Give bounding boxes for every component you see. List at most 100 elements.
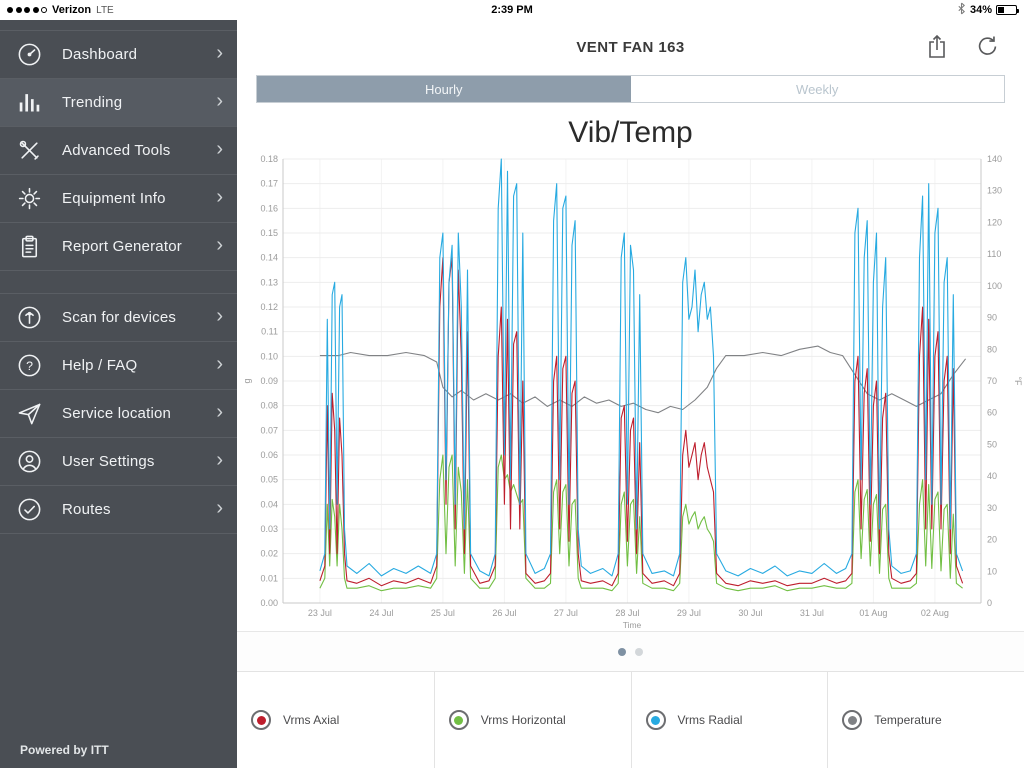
tools-icon xyxy=(16,137,46,164)
carrier-label: Verizon xyxy=(52,4,92,16)
sidebar-item-help-faq[interactable]: ? Help / FAQ › xyxy=(0,342,237,390)
svg-text:0.13: 0.13 xyxy=(260,277,278,287)
svg-text:110: 110 xyxy=(987,249,1001,259)
sidebar-item-routes[interactable]: Routes › xyxy=(0,486,237,534)
svg-text:0.10: 0.10 xyxy=(260,351,278,361)
svg-text:0.17: 0.17 xyxy=(260,179,278,189)
svg-text:10: 10 xyxy=(987,566,997,576)
sidebar-item-advanced-tools[interactable]: Advanced Tools › xyxy=(0,127,237,175)
sidebar-group-gap xyxy=(0,271,237,293)
svg-text:0.14: 0.14 xyxy=(260,253,278,263)
legend-label: Vrms Horizontal xyxy=(480,713,566,727)
svg-text:0: 0 xyxy=(987,598,992,608)
sidebar-item-label: Routes xyxy=(62,501,111,518)
svg-text:24 Jul: 24 Jul xyxy=(369,608,393,618)
gauge-icon xyxy=(16,41,46,68)
chart: 0.00 0.01 0.02 0.03 0.04 0.05 0.06 0.07 0.08 0.09… xyxy=(237,151,1024,631)
sidebar-item-report-generator[interactable]: Report Generator › xyxy=(0,223,237,271)
user-icon xyxy=(16,448,46,475)
sidebar-item-label: Report Generator xyxy=(62,238,182,255)
legend-item-vrms-horizontal[interactable]: Vrms Horizontal xyxy=(433,672,631,768)
refresh-button[interactable] xyxy=(975,33,1000,63)
svg-text:0.01: 0.01 xyxy=(260,573,278,583)
svg-text:20: 20 xyxy=(987,535,997,545)
svg-text:0.02: 0.02 xyxy=(260,549,278,559)
svg-text:26 Jul: 26 Jul xyxy=(492,608,516,618)
legend-item-vrms-axial[interactable]: Vrms Axial xyxy=(237,672,434,768)
main-content: VENT FAN 163 Hourly Weekly Vib/Temp 0.00… xyxy=(237,20,1024,768)
svg-text:80: 80 xyxy=(987,344,997,354)
status-bar: Verizon LTE 2:39 PM 34% xyxy=(0,0,1024,20)
chevron-right-icon: › xyxy=(216,186,223,208)
sidebar-item-service-location[interactable]: Service location › xyxy=(0,390,237,438)
sidebar-item-equipment-info[interactable]: Equipment Info › xyxy=(0,175,237,223)
svg-text:30 Jul: 30 Jul xyxy=(738,608,762,618)
svg-text:0.11: 0.11 xyxy=(261,327,278,337)
temperature-series-icon xyxy=(842,710,863,730)
sidebar-group-secondary: Scan for devices ›? Help / FAQ › Service loc… xyxy=(0,293,237,534)
tab-hourly[interactable]: Hourly xyxy=(257,76,631,102)
sidebar-item-scan-for-devices[interactable]: Scan for devices › xyxy=(0,294,237,342)
question-icon: ? xyxy=(16,352,46,379)
svg-text:25 Jul: 25 Jul xyxy=(431,608,455,618)
page-dot-2[interactable] xyxy=(635,647,643,656)
tab-weekly[interactable]: Weekly xyxy=(630,76,1004,102)
chevron-right-icon: › xyxy=(216,353,223,375)
bar-chart-icon xyxy=(16,89,46,116)
svg-text:01 Aug: 01 Aug xyxy=(859,608,887,618)
svg-text:130: 130 xyxy=(987,186,1002,196)
svg-text:g: g xyxy=(242,378,252,383)
legend-item-temperature[interactable]: Temperature xyxy=(827,672,1024,768)
pagination-dots xyxy=(237,631,1024,671)
chevron-right-icon: › xyxy=(216,42,223,64)
vib-temp-chart-plot[interactable]: 0.00 0.01 0.02 0.03 0.04 0.05 0.06 0.07 0.08 0.09… xyxy=(237,151,1024,631)
share-button[interactable] xyxy=(925,33,949,63)
svg-text:0.04: 0.04 xyxy=(260,499,278,509)
svg-text:90: 90 xyxy=(987,313,997,323)
svg-text:60: 60 xyxy=(987,408,997,418)
sidebar-item-label: Scan for devices xyxy=(62,309,177,326)
sidebar-item-label: Dashboard xyxy=(62,46,138,63)
svg-text:0.12: 0.12 xyxy=(260,302,278,312)
legend-label: Vrms Radial xyxy=(677,713,743,727)
chevron-right-icon: › xyxy=(216,138,223,160)
svg-text:40: 40 xyxy=(987,471,997,481)
gear-icon xyxy=(16,185,46,212)
chevron-right-icon: › xyxy=(216,497,223,519)
svg-text:°F: °F xyxy=(1013,376,1023,386)
paper-plane-icon xyxy=(16,400,46,427)
svg-text:23 Jul: 23 Jul xyxy=(308,608,332,618)
svg-text:0.03: 0.03 xyxy=(260,524,278,534)
status-left: Verizon LTE xyxy=(7,4,114,16)
svg-text:0.05: 0.05 xyxy=(260,475,278,485)
sidebar-item-label: User Settings xyxy=(62,453,155,470)
svg-text:0.06: 0.06 xyxy=(260,450,278,460)
svg-text:Time: Time xyxy=(623,620,642,630)
svg-text:120: 120 xyxy=(987,217,1002,227)
vrms-axial-series-icon xyxy=(251,710,271,730)
sidebar-item-dashboard[interactable]: Dashboard › xyxy=(0,31,237,79)
routes-icon xyxy=(16,496,46,523)
svg-text:0.16: 0.16 xyxy=(260,203,278,213)
page-dot-1[interactable] xyxy=(618,647,626,656)
svg-text:0.15: 0.15 xyxy=(260,228,278,238)
legend-item-vrms-radial[interactable]: Vrms Radial xyxy=(630,672,828,768)
legend-label: Temperature xyxy=(874,713,942,727)
chevron-right-icon: › xyxy=(216,305,223,327)
battery-percent-label: 34% xyxy=(969,4,992,16)
sidebar-item-trending[interactable]: Trending › xyxy=(0,79,237,127)
sidebar-item-label: Advanced Tools xyxy=(62,142,171,159)
chart-title: Vib/Temp xyxy=(568,116,693,149)
clipboard-icon xyxy=(16,233,46,260)
svg-text:100: 100 xyxy=(987,281,1002,291)
signal-strength-icon xyxy=(7,7,47,13)
svg-text:50: 50 xyxy=(987,439,997,449)
svg-text:28 Jul: 28 Jul xyxy=(615,608,639,618)
chart-legend: Vrms Axial Vrms Horizontal Vrms Radial Temp… xyxy=(237,671,1024,768)
chevron-right-icon: › xyxy=(216,234,223,256)
chevron-right-icon: › xyxy=(216,90,223,112)
sidebar-item-user-settings[interactable]: User Settings › xyxy=(0,438,237,486)
vrms-horizontal-series-icon xyxy=(448,710,469,730)
sidebar-item-label: Equipment Info xyxy=(62,190,166,207)
